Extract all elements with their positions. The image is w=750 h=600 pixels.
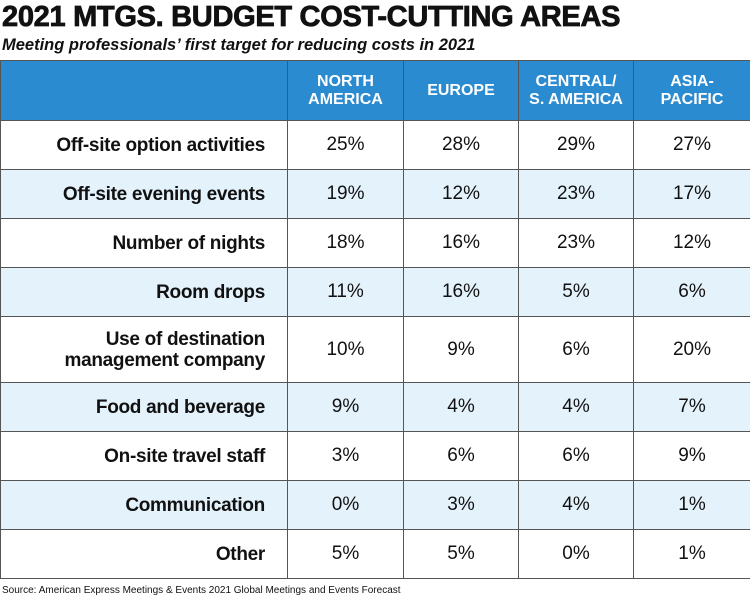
table-cell: 29% xyxy=(518,120,634,170)
source: Source: American Express Meetings & Even… xyxy=(2,585,401,596)
table-row: Room drops 11% 16% 5% 6% xyxy=(0,267,750,317)
table-row: Food and beverage 9% 4% 4% 7% xyxy=(0,382,750,432)
row-label: Communication xyxy=(0,480,288,530)
row-label: Off-site option activities xyxy=(0,120,288,170)
table-cell: 23% xyxy=(518,169,634,219)
table-cell: 0% xyxy=(287,480,404,530)
row-label: On-site travel staff xyxy=(0,431,288,481)
table-cell: 16% xyxy=(403,267,519,317)
table-row: Other 5% 5% 0% 1% xyxy=(0,529,750,579)
table-cell: 9% xyxy=(403,316,519,383)
row-label: Number of nights xyxy=(0,218,288,268)
table-cell: 9% xyxy=(633,431,750,481)
table-cell: 9% xyxy=(287,382,404,432)
table-cell: 5% xyxy=(287,529,404,579)
header-row: NORTH AMERICA EUROPE CENTRAL/ S. AMERICA AS… xyxy=(0,60,750,121)
table-cell: 1% xyxy=(633,529,750,579)
table-cell: 5% xyxy=(518,267,634,317)
row-label: Use of destination management company xyxy=(0,316,288,383)
table-cell: 6% xyxy=(633,267,750,317)
table-cell: 27% xyxy=(633,120,750,170)
table-row: Off-site evening events 19% 12% 23% 17% xyxy=(0,169,750,219)
title: 2021 MTGS. BUDGET COST-CUTTING AREAS xyxy=(2,1,621,34)
table-cell: 16% xyxy=(403,218,519,268)
table-cell: 6% xyxy=(518,316,634,383)
table-row: On-site travel staff 3% 6% 6% 9% xyxy=(0,431,750,481)
table-cell: 4% xyxy=(518,480,634,530)
table-cell: 12% xyxy=(633,218,750,268)
column-header: ASIA- PACIFIC xyxy=(633,60,750,121)
table-cell: 23% xyxy=(518,218,634,268)
column-header: CENTRAL/ S. AMERICA xyxy=(518,60,634,121)
column-header: EUROPE xyxy=(403,60,519,121)
table-cell: 1% xyxy=(633,480,750,530)
row-label: Food and beverage xyxy=(0,382,288,432)
row-label: Other xyxy=(0,529,288,579)
table-cell: 10% xyxy=(287,316,404,383)
corner-cell xyxy=(0,60,288,121)
table: NORTH AMERICA EUROPE CENTRAL/ S. AMERICA AS… xyxy=(0,60,750,579)
table-row: Number of nights 18% 16% 23% 12% xyxy=(0,218,750,268)
table-cell: 6% xyxy=(518,431,634,481)
table-cell: 7% xyxy=(633,382,750,432)
table-cell: 28% xyxy=(403,120,519,170)
table-body: Off-site option activities 25% 28% 29% 27% Of… xyxy=(0,120,750,579)
subtitle: Meeting professionals’ first target for … xyxy=(2,36,476,54)
table-cell: 3% xyxy=(287,431,404,481)
table-cell: 11% xyxy=(287,267,404,317)
table-cell: 19% xyxy=(287,169,404,219)
table-cell: 4% xyxy=(518,382,634,432)
table-cell: 17% xyxy=(633,169,750,219)
table-cell: 20% xyxy=(633,316,750,383)
row-label: Off-site evening events xyxy=(0,169,288,219)
table-cell: 4% xyxy=(403,382,519,432)
table-cell: 25% xyxy=(287,120,404,170)
table-cell: 12% xyxy=(403,169,519,219)
table-row: Off-site option activities 25% 28% 29% 27% xyxy=(0,120,750,170)
table-cell: 0% xyxy=(518,529,634,579)
table-cell: 6% xyxy=(403,431,519,481)
table-row: Use of destination management company 10%… xyxy=(0,316,750,383)
table-cell: 3% xyxy=(403,480,519,530)
column-header: NORTH AMERICA xyxy=(287,60,404,121)
row-label: Room drops xyxy=(0,267,288,317)
table-cell: 18% xyxy=(287,218,404,268)
table-cell: 5% xyxy=(403,529,519,579)
table-row: Communication 0% 3% 4% 1% xyxy=(0,480,750,530)
